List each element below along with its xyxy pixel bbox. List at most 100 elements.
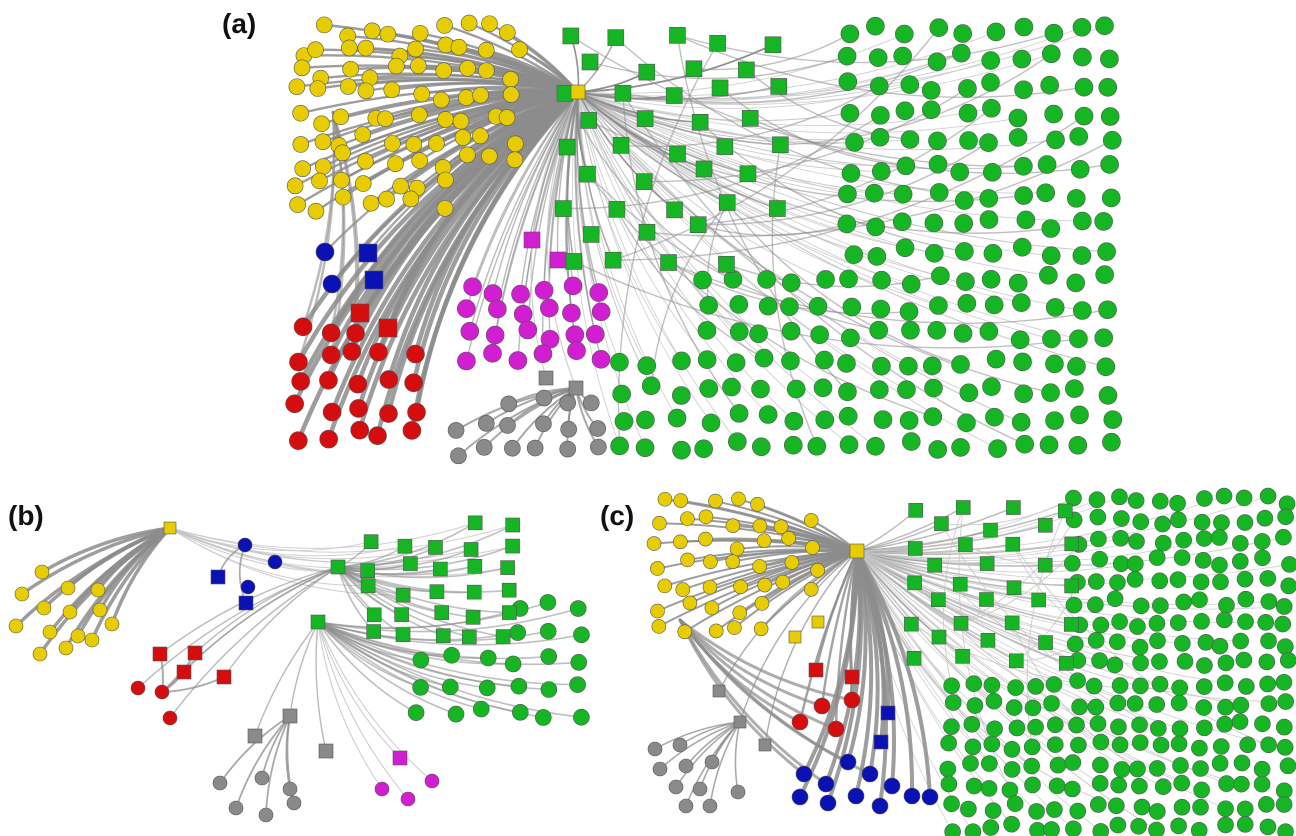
edge bbox=[289, 621, 319, 717]
yellow-node bbox=[673, 534, 688, 550]
green-node bbox=[1066, 635, 1084, 653]
green-node bbox=[780, 297, 799, 316]
green-node bbox=[953, 324, 973, 343]
yellow-node bbox=[307, 202, 325, 220]
edge bbox=[820, 549, 859, 708]
green-node bbox=[1197, 634, 1215, 651]
green-node bbox=[1100, 49, 1119, 69]
green-node bbox=[1133, 798, 1151, 816]
yellow-node bbox=[673, 493, 689, 508]
magenta-node bbox=[563, 276, 583, 296]
yellow-node bbox=[436, 200, 454, 217]
edge bbox=[612, 26, 940, 261]
green-node bbox=[1237, 590, 1255, 608]
green-square-node bbox=[505, 517, 520, 533]
green-node bbox=[1089, 508, 1107, 526]
green-square-node bbox=[467, 559, 483, 574]
edge bbox=[856, 509, 917, 552]
green-node bbox=[1169, 614, 1187, 631]
green-node bbox=[839, 435, 859, 454]
green-node bbox=[1096, 357, 1116, 377]
blue-square-node bbox=[364, 270, 384, 290]
yellow-node bbox=[732, 605, 748, 621]
yellow-square-node bbox=[811, 615, 825, 629]
green-square-node bbox=[466, 584, 482, 600]
green-node bbox=[810, 325, 829, 345]
green-node bbox=[1281, 556, 1296, 573]
green-node bbox=[940, 734, 957, 752]
blue-node bbox=[921, 788, 939, 806]
green-node bbox=[1098, 78, 1118, 97]
green-node bbox=[1112, 529, 1129, 547]
yellow-node bbox=[478, 62, 495, 79]
green-node bbox=[1275, 673, 1293, 691]
green-node bbox=[1008, 719, 1026, 737]
red-node bbox=[379, 404, 398, 423]
green-node bbox=[1232, 696, 1250, 714]
edge-light bbox=[856, 550, 1159, 729]
gray-node bbox=[447, 422, 465, 439]
magenta-node bbox=[585, 324, 605, 344]
magenta-node bbox=[591, 350, 611, 369]
blue-node bbox=[240, 579, 256, 595]
yellow-node bbox=[42, 624, 58, 640]
yellow-node bbox=[725, 518, 741, 533]
green-node bbox=[895, 238, 915, 258]
green-node bbox=[751, 437, 771, 457]
edge-light bbox=[169, 522, 476, 549]
yellow-node bbox=[511, 41, 528, 58]
green-square-node bbox=[1038, 635, 1053, 650]
green-node bbox=[1132, 654, 1149, 672]
yellow-node bbox=[332, 108, 350, 126]
green-square-node bbox=[465, 610, 481, 625]
green-node bbox=[1233, 754, 1251, 772]
blue-node bbox=[903, 787, 921, 805]
green-node bbox=[896, 156, 916, 176]
edge bbox=[317, 621, 583, 646]
green-square-node bbox=[709, 35, 726, 52]
magenta-node bbox=[565, 325, 585, 345]
green-node bbox=[1011, 412, 1031, 432]
blue-node bbox=[267, 554, 283, 570]
green-node bbox=[1194, 552, 1212, 569]
green-node bbox=[1276, 718, 1293, 736]
green-node bbox=[954, 214, 974, 233]
green-node bbox=[697, 350, 717, 369]
green-node bbox=[944, 694, 962, 711]
green-node bbox=[1260, 695, 1278, 712]
green-node bbox=[1072, 246, 1092, 265]
green-node bbox=[729, 322, 749, 341]
edge bbox=[315, 621, 327, 752]
gray-node bbox=[652, 761, 668, 777]
edge bbox=[562, 114, 882, 210]
green-node bbox=[1132, 597, 1150, 615]
green-node bbox=[1064, 754, 1082, 771]
edge bbox=[577, 91, 729, 204]
blue-square-node bbox=[210, 569, 226, 585]
green-node bbox=[569, 676, 586, 693]
green-node bbox=[1154, 515, 1171, 533]
edge-light bbox=[546, 91, 579, 389]
green-node bbox=[1129, 760, 1146, 778]
yellow-node bbox=[729, 541, 745, 557]
green-node bbox=[901, 320, 920, 340]
edge-light bbox=[856, 495, 1225, 553]
green-square-node bbox=[772, 136, 789, 154]
green-node bbox=[839, 269, 858, 289]
green-node bbox=[1097, 242, 1116, 261]
blue-square-node bbox=[238, 595, 254, 611]
green-square-node bbox=[907, 575, 922, 591]
yellow-node bbox=[752, 559, 767, 574]
edge bbox=[612, 115, 1085, 261]
yellow-node bbox=[58, 640, 74, 656]
green-node bbox=[807, 436, 827, 456]
green-node bbox=[1190, 822, 1208, 836]
green-node bbox=[1095, 265, 1114, 284]
yellow-node bbox=[460, 14, 478, 32]
edge bbox=[726, 201, 962, 366]
panel-c-network bbox=[646, 487, 1296, 836]
red-node bbox=[369, 342, 388, 362]
magenta-node bbox=[400, 791, 416, 807]
green-node bbox=[965, 675, 983, 692]
green-square-node bbox=[738, 61, 755, 79]
